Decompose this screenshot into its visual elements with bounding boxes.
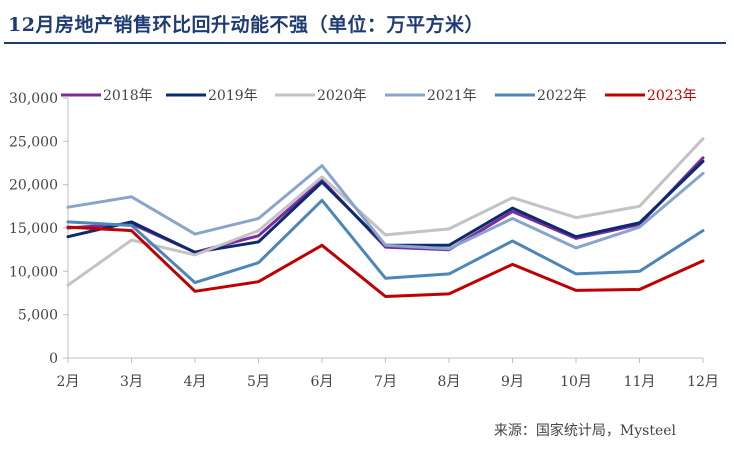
y-tick-label: 20,000: [9, 178, 58, 194]
legend-label: 2019年: [208, 88, 258, 104]
x-tick-label: 9月: [501, 374, 524, 390]
series-lines: [66, 137, 705, 298]
x-tick-label: 10月: [560, 374, 592, 390]
legend-label: 2018年: [103, 88, 153, 104]
x-tick-label: 5月: [247, 374, 270, 390]
x-tick-label: 4月: [184, 374, 207, 390]
series-line-2022年: [66, 198, 705, 285]
x-tick-label: 6月: [311, 374, 334, 390]
y-tick-label: 30,000: [9, 91, 58, 107]
legend: 2018年 2019年 2020年 2021年 2022年 2023年: [61, 88, 697, 104]
legend-label: 2021年: [427, 88, 477, 104]
y-tick-label: 25,000: [9, 134, 58, 150]
x-tick-label: 8月: [438, 374, 461, 390]
legend-label: 2023年: [647, 88, 697, 104]
legend-label: 2022年: [537, 88, 587, 104]
series-line-2020年: [66, 137, 705, 287]
y-tick-label: 0: [49, 351, 58, 367]
y-tick-label: 10,000: [9, 264, 58, 280]
x-tick-label: 7月: [374, 374, 397, 390]
legend-label: 2020年: [317, 88, 367, 104]
x-tick-label: 11月: [624, 374, 656, 390]
y-tick-label: 15,000: [9, 221, 58, 237]
axes: 0 5,000 10,000 15,000 20,000 25,000 30,000 2月 3月…: [9, 91, 719, 390]
chart-title: 12月房地产销售环比回升动能不强（单位：万平方米）: [8, 14, 484, 36]
x-tick-label: 3月: [120, 374, 143, 390]
x-tick-label: 2月: [57, 374, 80, 390]
x-tick-label: 12月: [687, 374, 719, 390]
series-line-2023年: [66, 225, 705, 298]
y-tick-label: 5,000: [18, 308, 58, 324]
source-note: 来源：国家统计局，Mysteel: [493, 423, 676, 439]
title-underline: [4, 42, 726, 44]
series-line-2021年: [66, 164, 705, 251]
